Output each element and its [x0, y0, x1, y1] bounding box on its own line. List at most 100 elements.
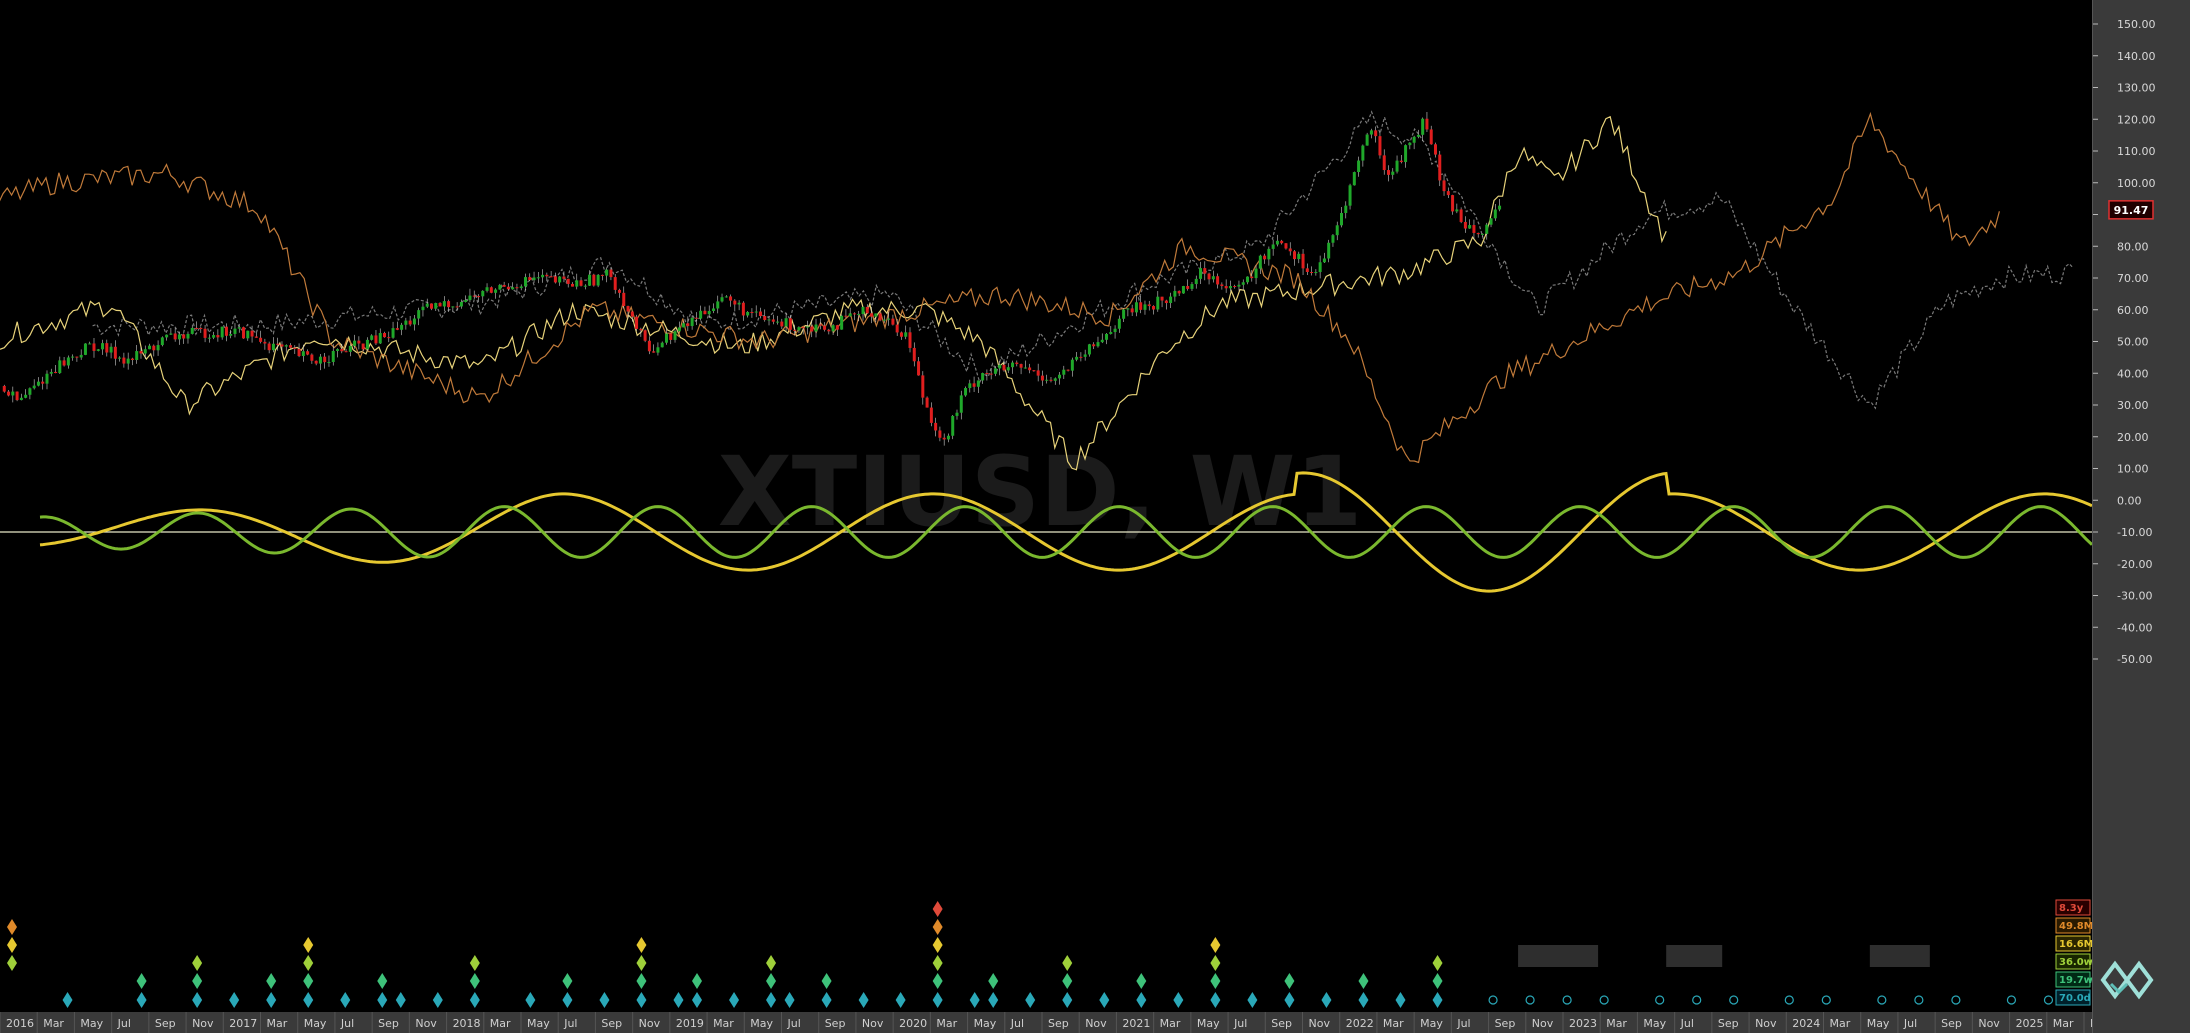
- candle-body: [1297, 253, 1301, 260]
- cycle-marker-diamond: [1321, 992, 1332, 1008]
- cycle-marker-diamond: [1062, 973, 1073, 989]
- candle-body: [11, 391, 15, 396]
- price-axis-tick-label: 130.00: [2117, 82, 2156, 95]
- candle-body: [669, 333, 673, 340]
- candle-body: [1305, 268, 1309, 273]
- cycle-marker-diamond: [469, 992, 480, 1008]
- candle-body: [823, 325, 827, 330]
- time-axis-tick-label: May: [2090, 1017, 2092, 1030]
- candle-body: [101, 343, 105, 350]
- candle-body: [506, 286, 510, 290]
- projection-lines: [0, 110, 2074, 471]
- candle-body: [878, 313, 882, 321]
- candle-body: [79, 354, 83, 358]
- time-axis-tick-label: Jul: [117, 1017, 131, 1030]
- candle-body: [844, 315, 848, 317]
- candle-body: [105, 343, 109, 353]
- time-axis-tick-label: Jul: [1456, 1017, 1470, 1030]
- cycle-legend: 8.3y 49.8M 16.6M 36.0w 19.7w 70.0d: [2055, 899, 2092, 1006]
- candle-body: [677, 327, 681, 332]
- candle-body: [558, 276, 562, 283]
- candle-body: [1028, 367, 1032, 371]
- candle-body: [1254, 268, 1258, 279]
- candle-body: [383, 333, 387, 338]
- candle-body: [1348, 185, 1352, 206]
- candle-body: [780, 321, 784, 327]
- cycle-marker-diamond: [340, 992, 351, 1008]
- candle-body: [75, 356, 79, 358]
- projected-cycle-marker: [1951, 995, 1961, 1005]
- candle-body: [122, 357, 126, 364]
- candle-body: [1451, 195, 1455, 212]
- cycle-marker-diamond: [1395, 992, 1406, 1008]
- time-axis-tick-label: Sep: [155, 1017, 176, 1030]
- cycle-diamond-markers: [7, 901, 2054, 1008]
- candle-body: [1382, 155, 1386, 171]
- projection-range-box: [1518, 945, 1599, 967]
- candle-body: [306, 351, 310, 355]
- candle-body: [357, 340, 361, 344]
- candle-body: [1301, 253, 1305, 269]
- cycle-legend-label: 8.3y: [2059, 903, 2084, 914]
- candle-body: [54, 371, 58, 374]
- candle-body: [793, 329, 797, 331]
- candle-body: [1105, 333, 1109, 340]
- candle-body: [852, 313, 856, 315]
- candle-body: [417, 310, 421, 319]
- cycle-marker-diamond: [691, 973, 702, 989]
- candle-body: [408, 320, 412, 325]
- candle-body: [280, 344, 284, 347]
- candle-body: [284, 345, 288, 347]
- time-axis-tick-label: 2019: [676, 1017, 704, 1030]
- cycle-legend-label: 36.0w: [2059, 957, 2092, 968]
- candle-body: [49, 371, 53, 374]
- candle-body: [934, 422, 938, 431]
- candle-body: [289, 345, 293, 348]
- price-axis-tick-label: 70.00: [2117, 272, 2149, 285]
- candle-body: [66, 357, 70, 366]
- candle-body: [562, 276, 566, 279]
- time-axis-tick-label: Nov: [862, 1017, 884, 1030]
- cycle-legend-label: 16.6M: [2059, 939, 2092, 950]
- price-axis[interactable]: 150.00140.00130.00120.00110.00100.0090.0…: [2092, 0, 2190, 1033]
- candle-body: [827, 329, 831, 332]
- candle-body: [1237, 284, 1241, 287]
- time-axis-tick-label: Nov: [1532, 1017, 1554, 1030]
- candle-body: [938, 430, 942, 438]
- chart-plot-area[interactable]: XTIUSD, W1 8.3y 49.8M 16.6M 36.0w 19.7w 70.0d…: [0, 0, 2092, 1033]
- cycle-marker-diamond: [784, 992, 795, 1008]
- candle-body: [1220, 284, 1224, 287]
- time-axis-tick-label: Mar: [43, 1017, 64, 1030]
- candle-body: [870, 313, 874, 317]
- cycle-marker-diamond: [636, 937, 647, 953]
- time-axis-tick-label: May: [1643, 1017, 1666, 1030]
- cycle-marker-diamond: [766, 955, 777, 971]
- time-axis-tick-label: 2016: [6, 1017, 34, 1030]
- candle-body: [660, 342, 664, 348]
- candle-body: [1258, 255, 1262, 269]
- candle-body: [1485, 224, 1489, 234]
- candle-body: [502, 284, 506, 287]
- projected-cycle-marker: [1914, 995, 1924, 1005]
- time-axis-tick-label: Sep: [1495, 1017, 1516, 1030]
- candle-body: [993, 368, 997, 374]
- candle-body: [229, 333, 233, 336]
- candle-body: [1425, 118, 1429, 130]
- candle-body: [1421, 118, 1425, 135]
- candle-body: [1122, 309, 1126, 319]
- cycle-marker-diamond: [1284, 992, 1295, 1008]
- time-axis-tick-label: Mar: [1383, 1017, 1404, 1030]
- current-price-badge: 91.47: [2108, 200, 2154, 220]
- candle-body: [1109, 332, 1113, 334]
- candle-body: [498, 284, 502, 290]
- time-axis-tick-label: Sep: [1941, 1017, 1962, 1030]
- time-axis-tick-label: 2021: [1122, 1017, 1150, 1030]
- time-axis-tick-label: Jul: [1680, 1017, 1694, 1030]
- candle-body: [575, 280, 579, 287]
- candle-body: [24, 394, 28, 398]
- price-axis-tick-label: 110.00: [2117, 145, 2156, 158]
- candle-body: [511, 287, 515, 290]
- cycle-marker-diamond: [192, 973, 203, 989]
- candle-body: [1378, 136, 1382, 156]
- candle-body: [32, 385, 36, 389]
